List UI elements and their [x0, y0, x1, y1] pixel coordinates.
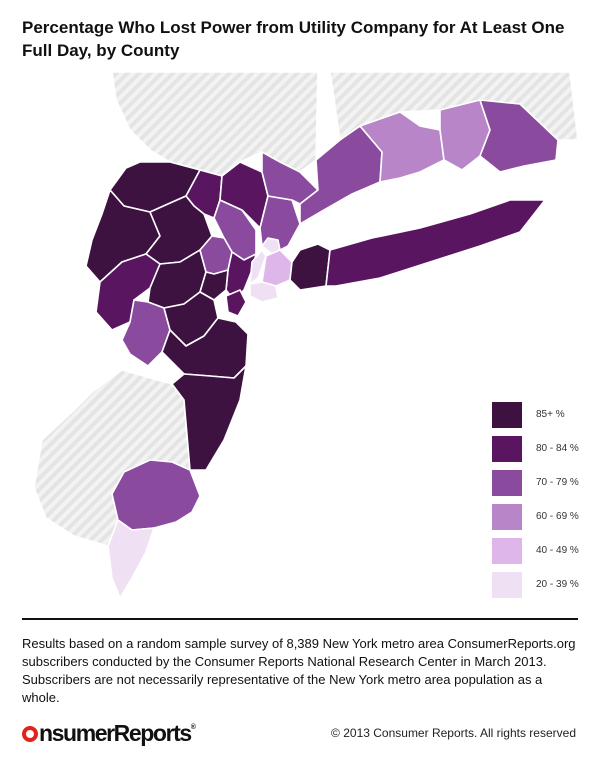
- legend-label: 85+ %: [536, 409, 565, 420]
- legend-swatch: [492, 538, 522, 564]
- region-ocean: [171, 365, 247, 471]
- region-bronx: [261, 237, 281, 255]
- legend-label: 70 - 79 %: [536, 477, 579, 488]
- legend-swatch: [492, 402, 522, 428]
- region-nassau: [289, 243, 331, 291]
- footnote: Results based on a random sample survey …: [22, 635, 582, 707]
- region-new-london: [479, 99, 559, 173]
- region-staten-island: [225, 289, 247, 317]
- footer-divider: [22, 618, 578, 620]
- region-new-haven: [359, 111, 445, 183]
- consumer-reports-logo: CnsumerReports®: [22, 720, 196, 747]
- legend-swatch: [492, 572, 522, 598]
- legend-swatch: [492, 504, 522, 530]
- legend-label: 40 - 49 %: [536, 545, 579, 556]
- region-suffolk: [325, 199, 546, 287]
- registered-mark: ®: [190, 724, 196, 731]
- legend-label: 80 - 84 %: [536, 443, 579, 454]
- county-map: [33, 71, 579, 599]
- logo-c-mark: [22, 726, 38, 742]
- legend-swatch: [492, 436, 522, 462]
- region-queens: [261, 249, 293, 287]
- legend-swatch: [492, 470, 522, 496]
- region-ny-upstate: [111, 71, 319, 177]
- region-manhattan: [249, 249, 267, 285]
- region-brooklyn: [249, 281, 279, 303]
- logo-text: nsumerReports: [39, 720, 192, 746]
- region-hunterdon: [95, 253, 161, 331]
- region-cape-may: [107, 519, 155, 599]
- page-title: Percentage Who Lost Power from Utility C…: [22, 18, 565, 60]
- survey-note: Results based on a random sample survey …: [22, 636, 576, 705]
- copyright-text: © 2013 Consumer Reports. All rights rese…: [331, 726, 576, 740]
- legend-label: 20 - 39 %: [536, 579, 579, 590]
- region-middlesex-ct: [439, 99, 491, 171]
- legend-label: 60 - 69 %: [536, 511, 579, 522]
